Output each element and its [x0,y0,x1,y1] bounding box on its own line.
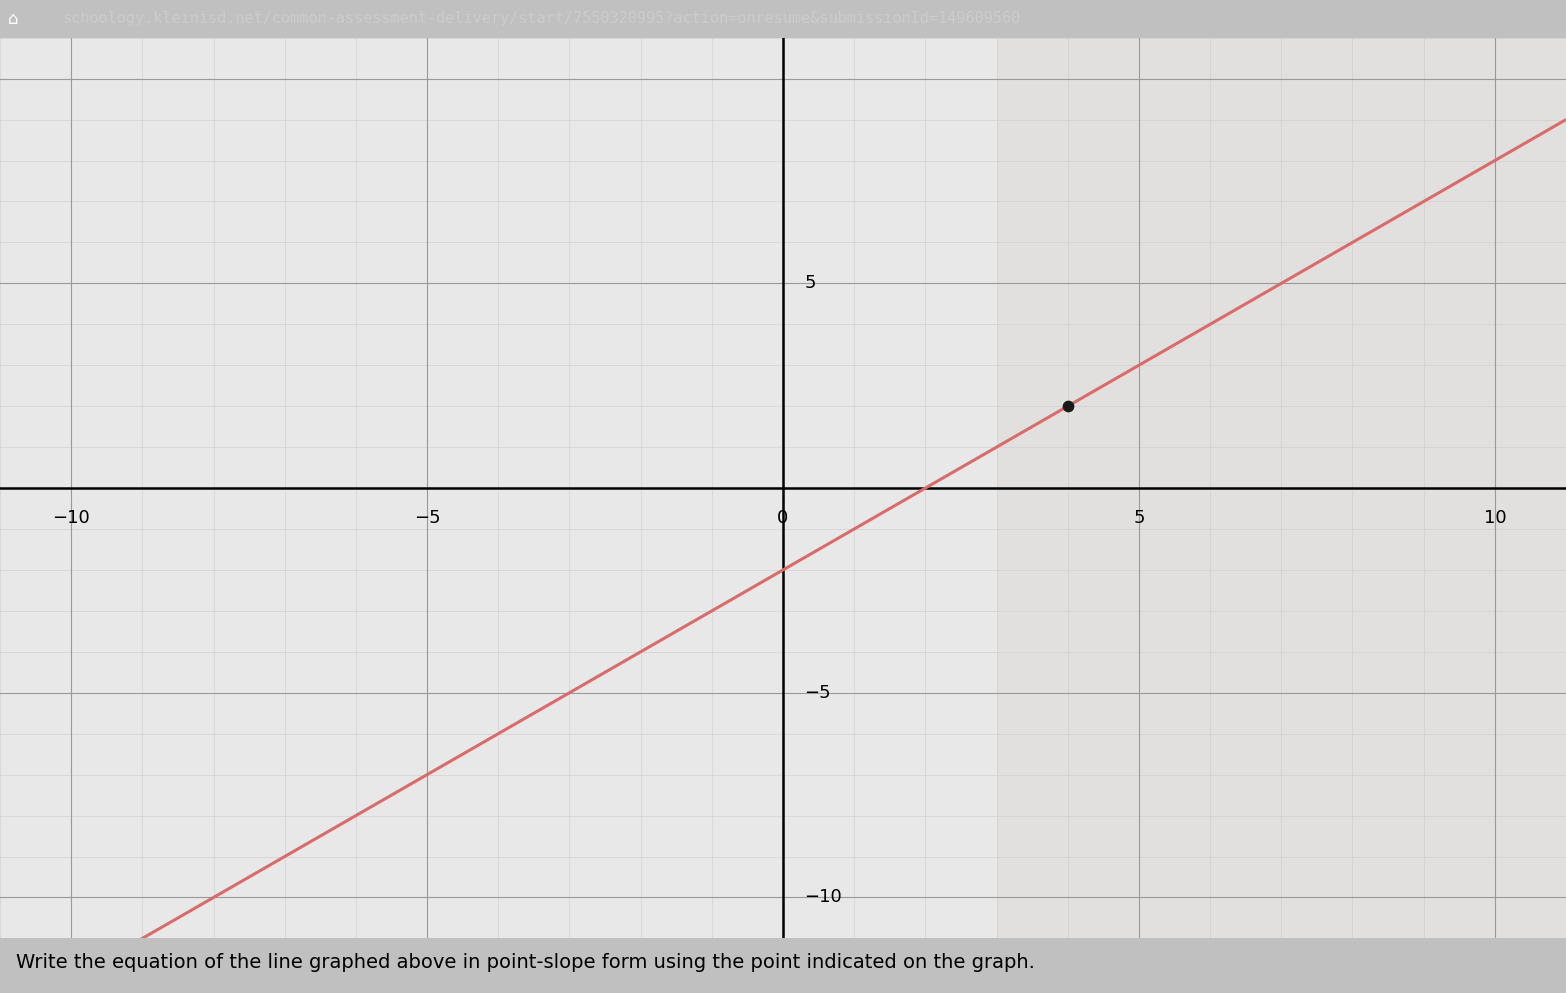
Text: −5: −5 [413,508,440,526]
Text: 10: 10 [1483,508,1506,526]
Text: −10: −10 [52,508,91,526]
Text: −10: −10 [805,889,843,907]
Text: 0: 0 [777,508,789,526]
Text: schoology.kleinisd.net/common-assessment-delivery/start/7550320995?action=onresu: schoology.kleinisd.net/common-assessment… [63,11,1021,27]
Point [1055,398,1081,414]
Text: −5: −5 [805,684,832,702]
Text: 5: 5 [805,274,816,292]
Text: ⌂: ⌂ [8,10,19,28]
Bar [996,38,1566,938]
Text: 5: 5 [1134,508,1145,526]
Text: Write the equation of the line graphed above in point-slope form using the point: Write the equation of the line graphed a… [16,953,1035,972]
